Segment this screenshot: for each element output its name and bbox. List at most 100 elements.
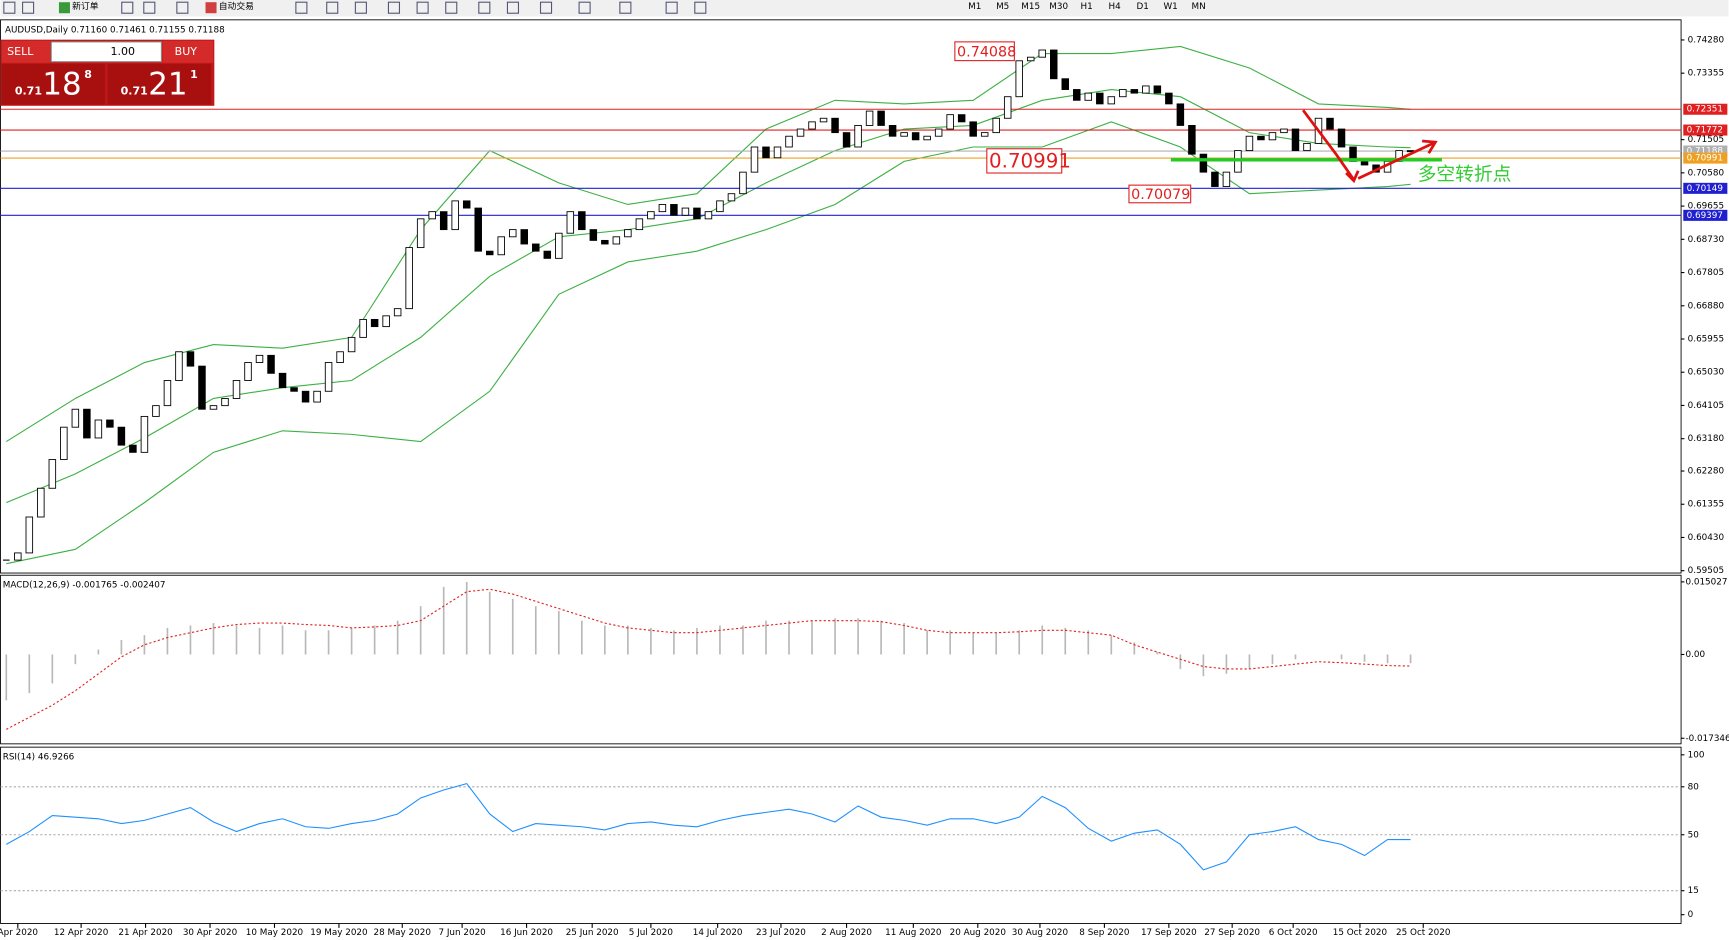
candle	[175, 351, 183, 381]
candle	[462, 200, 471, 209]
candle	[129, 444, 137, 453]
candle	[1050, 49, 1058, 80]
price-box[interactable]	[1, 63, 106, 105]
timeframe-button[interactable]: M1	[968, 2, 981, 12]
candle	[1303, 142, 1311, 152]
candle	[1326, 117, 1334, 130]
y-tick-label: 0.015027	[1685, 577, 1727, 587]
x-tick-label: 27 Sep 2020	[1204, 928, 1260, 938]
candle	[1107, 96, 1116, 105]
candle	[957, 114, 966, 123]
price-line-tag	[1683, 209, 1728, 221]
toolbar-button[interactable]: 新订单	[72, 0, 99, 12]
timeframe-button[interactable]: MN	[1192, 2, 1206, 12]
toolbar-icon[interactable]	[387, 1, 401, 14]
toolbar-button[interactable]: 自动交易	[219, 0, 254, 12]
candle	[37, 487, 45, 518]
price-line-label: 0.71188	[1687, 147, 1723, 157]
lot-input[interactable]	[50, 41, 162, 63]
toolbar-icon[interactable]	[665, 1, 678, 14]
timeframe-button[interactable]: H1	[1081, 2, 1093, 12]
macd-signal	[6, 588, 1411, 730]
candle	[152, 405, 160, 417]
y-tick-label: 0.00	[1685, 650, 1705, 660]
x-tick-label: 12 Apr 2020	[54, 928, 109, 938]
price-pip: 8	[84, 68, 92, 81]
candle	[1015, 60, 1023, 98]
rsi-frame	[0, 746, 1682, 924]
bollinger-lower	[6, 121, 1411, 565]
x-tick-label: 5 Jul 2020	[629, 928, 674, 938]
candle	[647, 211, 655, 220]
y-tick-label: 0.65030	[1688, 368, 1725, 378]
toolbar-icon[interactable]	[619, 1, 632, 14]
toolbar-icon[interactable]	[478, 1, 491, 14]
toolbar-icon[interactable]	[694, 1, 707, 14]
candle	[980, 132, 989, 137]
toolbar-icon[interactable]	[354, 1, 367, 14]
toolbar-icon[interactable]	[121, 1, 134, 14]
buy-label[interactable]: BUY	[175, 45, 198, 58]
y-tick-label: 0	[1688, 910, 1694, 920]
toolbar-icon[interactable]	[295, 1, 308, 14]
toolbar-icon[interactable]	[539, 1, 553, 14]
candle	[877, 110, 885, 126]
candle	[163, 380, 172, 407]
candle	[451, 200, 459, 231]
candle	[566, 211, 575, 234]
toolbar-icon[interactable]	[445, 1, 458, 14]
candle	[1153, 85, 1162, 94]
arrow	[1357, 142, 1434, 180]
timeframe-button[interactable]: M5	[996, 2, 1009, 12]
sell-button[interactable]	[1, 40, 51, 63]
price-box[interactable]	[107, 63, 212, 105]
timeframe-button[interactable]: M15	[1021, 2, 1040, 12]
candle	[1360, 160, 1369, 166]
candle	[509, 229, 517, 238]
x-tick-label: 6 Oct 2020	[1269, 928, 1318, 938]
toolbar-icon[interactable]	[326, 1, 339, 14]
candle	[532, 243, 540, 252]
buy-button[interactable]	[162, 40, 214, 63]
y-tick-label: 15	[1688, 886, 1699, 896]
candle	[750, 146, 759, 173]
toolbar-icon[interactable]	[205, 2, 217, 14]
toolbar-icon[interactable]	[143, 1, 156, 14]
candle	[1061, 78, 1070, 90]
candle	[1291, 128, 1300, 152]
annotation-box	[1128, 184, 1192, 204]
timeframe-button[interactable]: D1	[1136, 2, 1148, 12]
candle	[1026, 56, 1035, 62]
candle	[106, 419, 114, 428]
price-line-label: 0.70991	[1687, 154, 1723, 164]
candle	[1337, 128, 1346, 148]
toolbar-icon[interactable]	[578, 1, 591, 14]
candle	[808, 121, 816, 130]
price-line-tag	[1683, 124, 1728, 136]
x-tick-label: 15 Oct 2020	[1333, 928, 1388, 938]
lot-value[interactable]: 1.00	[110, 45, 134, 58]
candle	[670, 204, 678, 216]
arrow	[1345, 170, 1360, 184]
price-line-label: 0.71772	[1687, 126, 1723, 136]
toolbar-icon[interactable]	[176, 1, 189, 14]
toolbar-icon[interactable]	[416, 1, 429, 14]
candle	[911, 132, 920, 141]
toolbar-icon[interactable]	[3, 1, 16, 14]
candle	[83, 408, 91, 439]
candle	[25, 516, 34, 554]
toolbar-icon[interactable]	[22, 1, 35, 14]
sell-label[interactable]: SELL	[7, 45, 34, 58]
timeframe-button[interactable]: M30	[1049, 2, 1068, 12]
candle	[186, 351, 195, 367]
toolbar-icon[interactable]	[506, 1, 520, 14]
toolbar-icon[interactable]	[58, 2, 70, 14]
y-tick-label: 0.59505	[1688, 566, 1724, 576]
timeframe-button[interactable]: W1	[1163, 2, 1177, 12]
price-line-tag	[1683, 182, 1728, 194]
candle	[1084, 92, 1093, 101]
timeframe-button[interactable]: H4	[1109, 2, 1122, 12]
note: 多空转折点	[1418, 165, 1512, 186]
candle	[94, 419, 103, 439]
